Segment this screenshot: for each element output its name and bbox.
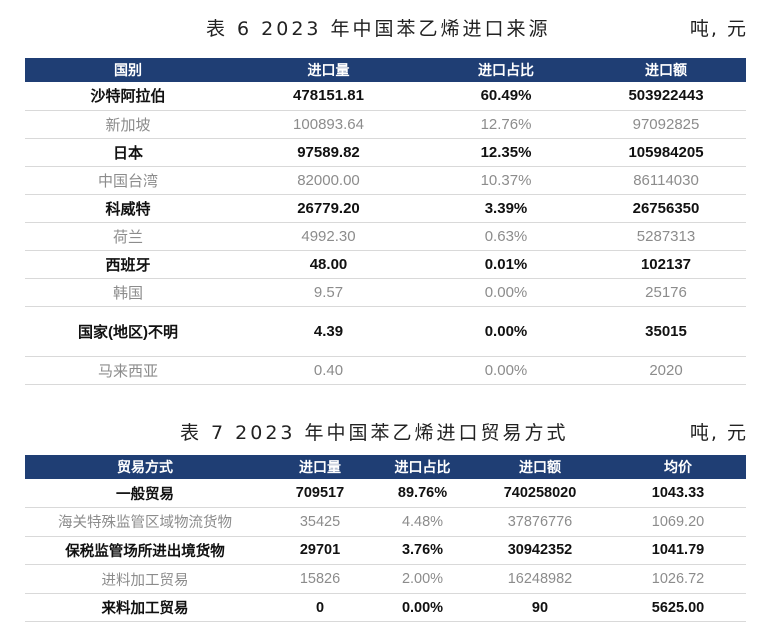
table6-caption: 表 6 2023 年中国苯乙烯进口来源: [206, 18, 551, 40]
cell-trade-mode: 进料加工贸易: [25, 564, 265, 594]
cell-share: 0.63%: [426, 222, 586, 251]
cell-avg-price: 1041.79: [610, 536, 746, 566]
table-row: 进料加工贸易 15826 2.00% 16248982 1026.72: [25, 564, 746, 594]
cell-value: 2020: [586, 356, 746, 385]
cell-country: 西班牙: [25, 250, 231, 279]
cell-value: 25176: [586, 278, 746, 307]
table-row: 韩国 9.57 0.00% 25176: [25, 278, 746, 307]
table-row: 沙特阿拉伯 478151.81 60.49% 503922443: [25, 82, 746, 111]
cell-volume: 35425: [265, 507, 375, 537]
cell-share: 60.49%: [426, 82, 586, 111]
header-import-volume: 进口量: [265, 455, 375, 479]
cell-share: 4.48%: [375, 507, 470, 537]
table6-header-row: 国别 进口量 进口占比 进口额: [25, 58, 746, 82]
cell-value: 30942352: [470, 536, 610, 566]
cell-volume: 82000.00: [231, 166, 426, 195]
cell-value: 35015: [586, 306, 746, 357]
cell-share: 3.76%: [375, 536, 470, 566]
cell-country: 日本: [25, 138, 231, 167]
header-import-value: 进口额: [470, 455, 610, 479]
cell-value: 86114030: [586, 166, 746, 195]
cell-volume: 0: [265, 593, 375, 623]
cell-share: 0.00%: [426, 356, 586, 385]
table-row: 马来西亚 0.40 0.00% 2020: [25, 356, 746, 385]
cell-avg-price: 1043.33: [610, 479, 746, 509]
cell-share: 89.76%: [375, 479, 470, 509]
cell-volume: 48.00: [231, 250, 426, 279]
cell-volume: 4.39: [231, 306, 426, 357]
table7-caption: 表 7 2023 年中国苯乙烯进口贸易方式: [180, 422, 569, 444]
cell-value: 97092825: [586, 110, 746, 139]
cell-country: 马来西亚: [25, 356, 231, 385]
cell-volume: 15826: [265, 564, 375, 594]
cell-value: 740258020: [470, 479, 610, 509]
cell-value: 102137: [586, 250, 746, 279]
header-import-volume: 进口量: [231, 58, 426, 82]
cell-volume: 97589.82: [231, 138, 426, 167]
header-import-value: 进口额: [586, 58, 746, 82]
cell-share: 0.00%: [375, 593, 470, 623]
cell-share: 12.35%: [426, 138, 586, 167]
table-row: 保税监管场所进出境货物 29701 3.76% 30942352 1041.79: [25, 536, 746, 566]
cell-share: 0.00%: [426, 306, 586, 357]
cell-avg-price: 1026.72: [610, 564, 746, 594]
cell-avg-price: 5625.00: [610, 593, 746, 623]
cell-value: 5287313: [586, 222, 746, 251]
table-row: 国家(地区)不明 4.39 0.00% 35015: [25, 306, 746, 357]
table-row: 中国台湾 82000.00 10.37% 86114030: [25, 166, 746, 195]
table-row: 荷兰 4992.30 0.63% 5287313: [25, 222, 746, 251]
header-import-share: 进口占比: [426, 58, 586, 82]
table-row: 日本 97589.82 12.35% 105984205: [25, 138, 746, 167]
cell-trade-mode: 来料加工贸易: [25, 593, 265, 623]
cell-volume: 0.40: [231, 356, 426, 385]
cell-value: 26756350: [586, 194, 746, 223]
cell-avg-price: 1069.20: [610, 507, 746, 537]
cell-value: 105984205: [586, 138, 746, 167]
table7-trade-modes: 贸易方式 进口量 进口占比 进口额 均价 一般贸易 709517 89.76% …: [25, 455, 746, 623]
cell-trade-mode: 一般贸易: [25, 479, 265, 509]
cell-share: 0.00%: [426, 278, 586, 307]
table6-caption-row: 表 6 2023 年中国苯乙烯进口来源 吨, 元: [0, 14, 774, 44]
cell-trade-mode: 保税监管场所进出境货物: [25, 536, 265, 566]
header-average-price: 均价: [610, 455, 746, 479]
cell-country: 国家(地区)不明: [25, 306, 231, 357]
table-row: 来料加工贸易 0 0.00% 90 5625.00: [25, 593, 746, 623]
cell-volume: 26779.20: [231, 194, 426, 223]
cell-share: 0.01%: [426, 250, 586, 279]
cell-share: 3.39%: [426, 194, 586, 223]
cell-value: 16248982: [470, 564, 610, 594]
cell-country: 荷兰: [25, 222, 231, 251]
cell-share: 2.00%: [375, 564, 470, 594]
table-row: 新加坡 100893.64 12.76% 97092825: [25, 110, 746, 139]
table-row: 科威特 26779.20 3.39% 26756350: [25, 194, 746, 223]
cell-trade-mode: 海关特殊监管区域物流货物: [25, 507, 265, 537]
cell-volume: 709517: [265, 479, 375, 509]
table-row: 一般贸易 709517 89.76% 740258020 1043.33: [25, 479, 746, 509]
cell-country: 韩国: [25, 278, 231, 307]
header-country: 国别: [25, 58, 231, 82]
header-import-share: 进口占比: [375, 455, 470, 479]
table7-unit: 吨, 元: [689, 422, 748, 444]
cell-country: 沙特阿拉伯: [25, 82, 231, 111]
cell-share: 10.37%: [426, 166, 586, 195]
cell-volume: 4992.30: [231, 222, 426, 251]
cell-value: 503922443: [586, 82, 746, 111]
table6-import-sources: 国别 进口量 进口占比 进口额 沙特阿拉伯 478151.81 60.49% 5…: [25, 58, 746, 385]
cell-country: 科威特: [25, 194, 231, 223]
table6-unit: 吨, 元: [689, 18, 748, 40]
cell-volume: 478151.81: [231, 82, 426, 111]
table-row: 海关特殊监管区域物流货物 35425 4.48% 37876776 1069.2…: [25, 507, 746, 537]
table7-header-row: 贸易方式 进口量 进口占比 进口额 均价: [25, 455, 746, 479]
cell-volume: 9.57: [231, 278, 426, 307]
cell-country: 新加坡: [25, 110, 231, 139]
cell-volume: 29701: [265, 536, 375, 566]
cell-volume: 100893.64: [231, 110, 426, 139]
cell-share: 12.76%: [426, 110, 586, 139]
cell-value: 37876776: [470, 507, 610, 537]
header-trade-mode: 贸易方式: [25, 455, 265, 479]
cell-value: 90: [470, 593, 610, 623]
cell-country: 中国台湾: [25, 166, 231, 195]
table7-caption-row: 表 7 2023 年中国苯乙烯进口贸易方式 吨, 元: [0, 418, 774, 448]
table-row: 西班牙 48.00 0.01% 102137: [25, 250, 746, 279]
